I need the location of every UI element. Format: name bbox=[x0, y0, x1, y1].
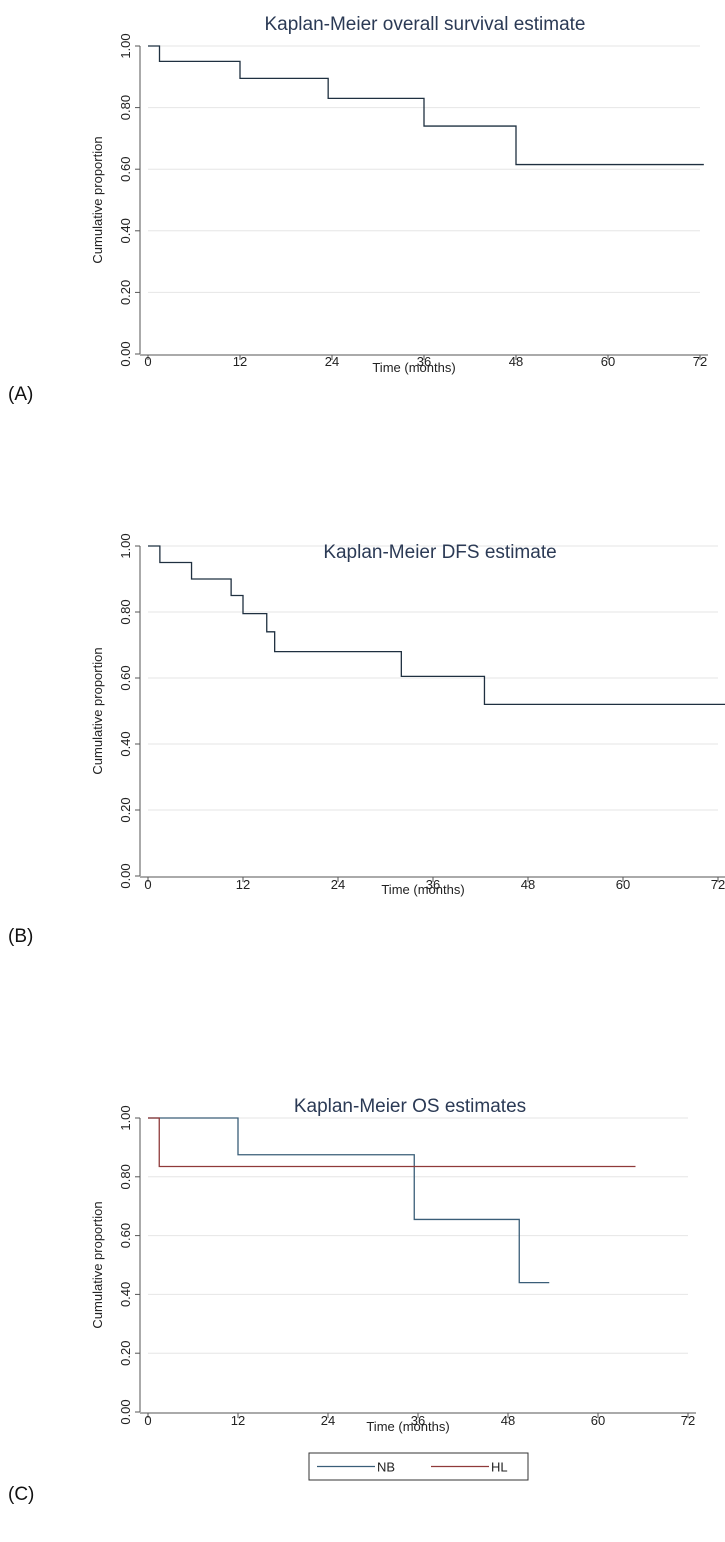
x-tick-label: 72 bbox=[711, 877, 725, 892]
x-tick-label: 24 bbox=[331, 877, 345, 892]
x-tick-label: 48 bbox=[501, 1413, 515, 1428]
x-tick-label: 0 bbox=[144, 354, 151, 369]
x-tick-label: 36 bbox=[417, 354, 431, 369]
y-tick-label: 0.20 bbox=[118, 280, 133, 305]
y-tick-label: 0.60 bbox=[118, 157, 133, 182]
chart-panel-1: 0.00 0.20 0.40 0.60 0.80 1.00 0 12 24 36 48 60 72 Kap… bbox=[8, 14, 708, 405]
x-tick-label: 0 bbox=[144, 1413, 151, 1428]
x-tick-label: 12 bbox=[231, 1413, 245, 1428]
legend-label-nb: NB bbox=[377, 1460, 395, 1475]
x-tick-label: 36 bbox=[411, 1413, 425, 1428]
chart-title: Kaplan-Meier overall survival estimate bbox=[264, 14, 585, 35]
x-tick-label: 12 bbox=[233, 354, 247, 369]
x-tick-label: 36 bbox=[426, 877, 440, 892]
panel-label: (A) bbox=[8, 384, 33, 405]
x-axis-label: Time (months) bbox=[366, 1419, 449, 1434]
x-tick-label: 24 bbox=[321, 1413, 335, 1428]
x-tick-label: 60 bbox=[601, 354, 615, 369]
y-tick-label: 0.40 bbox=[118, 731, 133, 756]
chart-panel-2: 0.00 0.20 0.40 0.60 0.80 1.00 0 12 24 36 48 60 72 Kap… bbox=[8, 533, 725, 947]
x-axis-label: Time (months) bbox=[381, 882, 464, 897]
y-tick-label: 1.00 bbox=[118, 1105, 133, 1130]
chart-title: Kaplan-Meier OS estimates bbox=[294, 1096, 526, 1117]
y-tick-label: 0.60 bbox=[118, 1223, 133, 1248]
x-tick-label: 12 bbox=[236, 877, 250, 892]
series-line-1 bbox=[148, 545, 725, 706]
legend-label-hl: HL bbox=[491, 1460, 508, 1475]
y-tick-label: 0.80 bbox=[118, 1164, 133, 1189]
chart-title: Kaplan-Meier DFS estimate bbox=[323, 542, 556, 563]
y-axis-label: Cumulative proportion bbox=[90, 136, 105, 263]
y-axis-label: Cumulative proportion bbox=[90, 647, 105, 774]
y-tick-label: 0.00 bbox=[118, 341, 133, 366]
y-axis-label: Cumulative proportion bbox=[90, 1201, 105, 1328]
y-tick-label: 0.80 bbox=[118, 599, 133, 624]
y-tick-label: 1.00 bbox=[118, 533, 133, 558]
y-tick-label: 0.00 bbox=[118, 863, 133, 888]
y-tick-label: 0.20 bbox=[118, 1341, 133, 1366]
x-tick-label: 60 bbox=[616, 877, 630, 892]
y-tick-label: 1.00 bbox=[118, 33, 133, 58]
y-tick-label: 0.80 bbox=[118, 95, 133, 120]
x-tick-label: 72 bbox=[693, 354, 707, 369]
panel-label: (B) bbox=[8, 926, 33, 947]
series-line-1 bbox=[148, 45, 704, 166]
x-tick-label: 48 bbox=[521, 877, 535, 892]
y-tick-label: 0.40 bbox=[118, 1282, 133, 1307]
series-line-nb bbox=[148, 1117, 550, 1284]
x-axis-label: Time (months) bbox=[372, 360, 455, 375]
panel-label: (C) bbox=[8, 1484, 34, 1505]
x-tick-label: 0 bbox=[144, 877, 151, 892]
series-line-hl bbox=[148, 1117, 636, 1168]
x-tick-label: 48 bbox=[509, 354, 523, 369]
y-tick-label: 0.40 bbox=[118, 218, 133, 243]
y-tick-label: 0.00 bbox=[118, 1399, 133, 1424]
chart-panel-3: 0.00 0.20 0.40 0.60 0.80 1.00 0 12 24 36 48 60 72 Kap… bbox=[8, 1096, 696, 1505]
x-tick-label: 72 bbox=[681, 1413, 695, 1428]
x-tick-label: 24 bbox=[325, 354, 339, 369]
y-tick-label: 0.60 bbox=[118, 665, 133, 690]
x-tick-label: 60 bbox=[591, 1413, 605, 1428]
y-tick-label: 0.20 bbox=[118, 797, 133, 822]
legend: NB HL bbox=[308, 1452, 529, 1481]
